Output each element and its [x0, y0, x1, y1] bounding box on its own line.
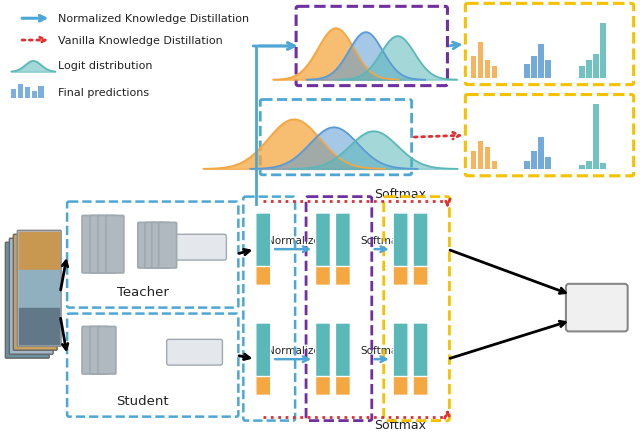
Bar — [38, 86, 44, 98]
FancyBboxPatch shape — [82, 216, 100, 273]
FancyBboxPatch shape — [393, 214, 408, 268]
Bar — [579, 165, 584, 170]
Bar — [600, 164, 605, 170]
Text: Normalized Knowledge Distillation: Normalized Knowledge Distillation — [58, 14, 249, 24]
FancyBboxPatch shape — [10, 239, 53, 355]
FancyBboxPatch shape — [316, 214, 330, 268]
Text: Softmax: Softmax — [374, 418, 426, 431]
FancyBboxPatch shape — [393, 323, 408, 378]
Bar — [586, 61, 591, 79]
FancyBboxPatch shape — [256, 377, 271, 395]
FancyBboxPatch shape — [316, 323, 330, 378]
FancyBboxPatch shape — [413, 377, 428, 395]
FancyBboxPatch shape — [335, 214, 350, 268]
FancyBboxPatch shape — [393, 267, 408, 286]
Bar — [19, 233, 59, 270]
Bar — [484, 148, 490, 170]
Bar — [31, 92, 37, 98]
Text: Normalize: Normalize — [267, 236, 319, 246]
Text: Vanilla Knowledge Distillation: Vanilla Knowledge Distillation — [58, 36, 223, 46]
FancyBboxPatch shape — [17, 231, 61, 346]
FancyBboxPatch shape — [335, 267, 350, 286]
FancyBboxPatch shape — [98, 327, 116, 374]
Bar — [538, 45, 544, 79]
Bar — [531, 57, 537, 79]
FancyBboxPatch shape — [335, 377, 350, 395]
FancyBboxPatch shape — [106, 216, 124, 273]
FancyBboxPatch shape — [316, 267, 330, 286]
Text: KLD: KLD — [580, 300, 614, 316]
Bar — [492, 67, 497, 79]
FancyBboxPatch shape — [175, 235, 227, 260]
Bar — [545, 158, 551, 170]
Bar — [524, 65, 530, 79]
FancyBboxPatch shape — [145, 223, 163, 268]
Text: Softmax: Softmax — [360, 236, 403, 246]
Text: Normalize: Normalize — [267, 345, 319, 355]
FancyBboxPatch shape — [90, 216, 108, 273]
Bar — [492, 161, 497, 170]
FancyBboxPatch shape — [5, 243, 49, 358]
Text: Softmax: Softmax — [360, 345, 403, 355]
FancyBboxPatch shape — [138, 223, 156, 268]
FancyBboxPatch shape — [413, 267, 428, 286]
Bar — [531, 151, 537, 170]
Text: Logit distribution: Logit distribution — [58, 61, 153, 71]
FancyBboxPatch shape — [82, 327, 100, 374]
FancyBboxPatch shape — [413, 323, 428, 378]
FancyBboxPatch shape — [335, 323, 350, 378]
FancyBboxPatch shape — [256, 323, 271, 378]
FancyBboxPatch shape — [98, 216, 116, 273]
FancyBboxPatch shape — [316, 377, 330, 395]
Bar — [579, 67, 584, 79]
Bar — [586, 161, 591, 170]
FancyBboxPatch shape — [566, 284, 628, 332]
Bar — [17, 85, 23, 98]
Bar — [470, 57, 476, 79]
Bar — [19, 270, 59, 308]
Text: Teacher: Teacher — [117, 286, 169, 299]
Bar — [11, 89, 16, 98]
Bar — [593, 55, 598, 79]
FancyBboxPatch shape — [393, 377, 408, 395]
FancyBboxPatch shape — [256, 267, 271, 286]
Bar — [470, 151, 476, 170]
Bar — [545, 61, 551, 79]
FancyBboxPatch shape — [159, 223, 177, 268]
Text: Student: Student — [116, 395, 169, 408]
FancyBboxPatch shape — [413, 214, 428, 268]
Bar — [477, 142, 483, 170]
Bar — [19, 308, 59, 345]
Bar — [524, 161, 530, 170]
FancyBboxPatch shape — [256, 214, 271, 268]
Bar — [484, 61, 490, 79]
FancyBboxPatch shape — [90, 327, 108, 374]
Bar — [24, 87, 30, 98]
FancyBboxPatch shape — [152, 223, 170, 268]
FancyBboxPatch shape — [166, 339, 223, 365]
Bar — [593, 105, 598, 170]
Bar — [600, 24, 605, 79]
Bar — [538, 138, 544, 170]
Text: Final predictions: Final predictions — [58, 87, 149, 97]
Text: Softmax: Softmax — [374, 188, 426, 201]
Bar — [477, 43, 483, 79]
FancyBboxPatch shape — [13, 235, 57, 350]
